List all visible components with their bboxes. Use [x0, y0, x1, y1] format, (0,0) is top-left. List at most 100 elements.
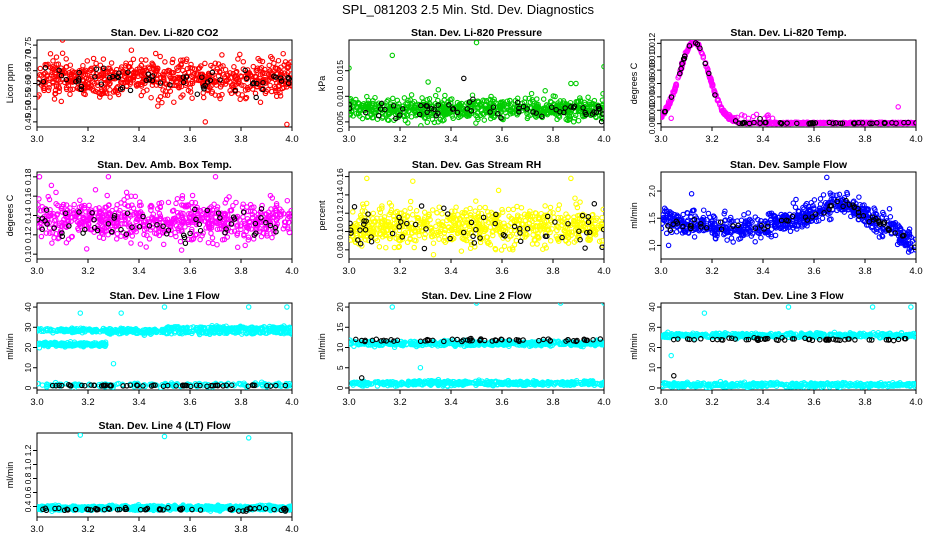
data-point	[540, 96, 547, 102]
data-point	[178, 62, 184, 68]
data-point	[252, 220, 259, 227]
data-point	[477, 103, 484, 109]
data-point	[424, 96, 430, 103]
data-point	[748, 218, 754, 224]
data-point	[235, 56, 241, 62]
data-point	[424, 119, 431, 126]
data-point	[674, 220, 681, 226]
data-point	[368, 234, 374, 240]
data-point	[422, 231, 428, 238]
data-point	[87, 67, 93, 73]
data-point	[568, 104, 574, 110]
data-point	[240, 209, 247, 215]
data-point	[508, 227, 514, 234]
data-point	[886, 226, 892, 233]
data-point	[101, 84, 108, 90]
data-point	[530, 98, 536, 105]
data-point	[260, 86, 266, 93]
data-point	[144, 223, 151, 229]
data-point	[431, 232, 438, 239]
data-point	[277, 71, 284, 78]
data-point	[222, 66, 229, 73]
data-point	[217, 215, 223, 221]
data-point	[349, 111, 354, 118]
data-point	[76, 220, 82, 227]
data-point	[515, 99, 521, 106]
data-point	[501, 243, 508, 250]
data-point	[271, 73, 277, 80]
data-point	[209, 207, 216, 213]
data-point	[376, 244, 383, 250]
data-point	[156, 210, 163, 217]
data-point	[899, 233, 906, 239]
data-point	[715, 219, 722, 225]
chart-title: Stan. Dev. Gas Stream RH	[412, 159, 541, 171]
data-point	[244, 75, 250, 82]
data-point	[372, 94, 378, 101]
data-point	[565, 214, 571, 221]
x-tick-label: 4.0	[597, 266, 610, 277]
chart-title: Stan. Dev. Amb. Box Temp.	[97, 159, 232, 171]
data-point	[575, 117, 582, 124]
data-point	[210, 72, 216, 78]
data-point	[556, 202, 563, 208]
data-point	[267, 68, 274, 74]
points-layer	[661, 174, 916, 255]
data-point	[238, 82, 245, 88]
data-point	[587, 236, 594, 243]
data-point	[258, 233, 265, 240]
data-point	[214, 204, 221, 210]
data-point	[162, 59, 168, 65]
data-point	[349, 65, 352, 71]
data-point	[185, 219, 191, 226]
x-tick-label: 3.0	[654, 266, 667, 277]
data-point	[278, 211, 284, 217]
data-point	[490, 232, 496, 239]
data-point	[63, 326, 69, 333]
data-point	[867, 120, 873, 127]
data-point	[586, 237, 593, 244]
data-point	[886, 206, 893, 212]
data-point	[165, 227, 172, 233]
data-point	[47, 51, 54, 57]
data-point	[407, 205, 413, 212]
data-point	[263, 211, 270, 218]
data-point	[449, 227, 455, 234]
data-point	[72, 213, 78, 220]
data-point	[217, 77, 223, 83]
data-point	[73, 78, 79, 85]
data-point	[59, 230, 65, 236]
data-point	[58, 98, 65, 105]
data-point	[544, 213, 551, 220]
data-point	[235, 91, 242, 97]
data-point	[784, 120, 790, 126]
data-point	[688, 191, 695, 197]
data-point	[768, 233, 775, 240]
data-point	[487, 216, 493, 222]
x-tick-label: 3.0	[30, 134, 43, 145]
data-point	[698, 221, 704, 227]
data-point	[571, 239, 578, 245]
data-point	[78, 83, 85, 90]
data-point	[447, 235, 453, 242]
data-point	[282, 59, 289, 65]
data-point	[856, 194, 862, 200]
data-point	[84, 58, 91, 64]
data-point	[146, 223, 153, 229]
data-point	[272, 225, 279, 231]
data-point	[783, 224, 790, 230]
data-point	[366, 223, 373, 230]
data-point	[534, 96, 540, 102]
data-point	[76, 69, 82, 76]
data-point	[137, 199, 143, 205]
data-point	[488, 209, 495, 216]
data-point	[185, 202, 191, 208]
data-point	[530, 222, 536, 229]
data-point	[180, 232, 187, 239]
data-point	[227, 207, 233, 214]
data-point	[498, 115, 504, 121]
data-point	[439, 117, 446, 124]
data-point	[129, 202, 135, 208]
data-point	[580, 105, 586, 111]
data-point	[470, 96, 476, 102]
